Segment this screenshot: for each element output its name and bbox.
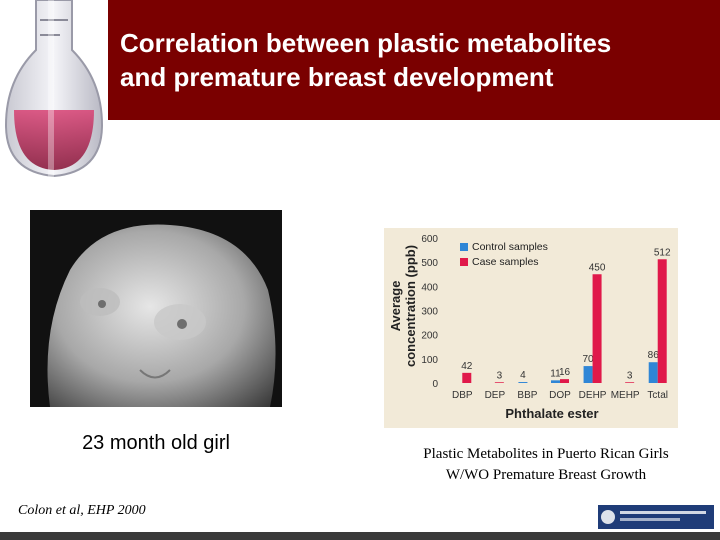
legend-swatch-case: [460, 258, 468, 266]
y-tick-label: 500: [421, 258, 438, 269]
data-label: 42: [461, 361, 473, 372]
y-tick-label: 600: [421, 234, 438, 245]
data-label: 512: [654, 247, 671, 258]
bar-control-dehp: [583, 366, 593, 383]
data-label: 16: [559, 367, 571, 378]
y-tick-label: 100: [421, 355, 438, 366]
x-ticks: DBP DEP BBP DOP DEHP MEHP Tctal: [452, 390, 668, 401]
x-axis-label: Phthalate ester: [505, 406, 598, 421]
x-tick-label: BBP: [517, 390, 537, 401]
data-label: 70: [583, 354, 595, 365]
data-label: 3: [627, 370, 633, 381]
y-axis-label-line-1: Average: [388, 281, 403, 332]
data-label: 11: [550, 368, 561, 379]
legend-label-case: Case samples: [472, 256, 539, 268]
x-tick-label: Tctal: [647, 390, 668, 401]
chart-caption: Plastic Metabolites in Puerto Rican Girl…: [384, 444, 708, 486]
slide-title: Correlation between plastic metabolites …: [120, 26, 710, 94]
bar-control-dop: [551, 380, 560, 383]
citation: Colon et al, EHP 2000: [18, 503, 146, 518]
header-band: [108, 0, 720, 120]
y-tick-label: 300: [421, 307, 438, 318]
chart-background: [384, 228, 678, 428]
data-label: 86: [648, 350, 660, 361]
phthalate-bar-chart: Average concentration (ppb) Phthalate es…: [384, 228, 678, 428]
slide-header: Correlation between plastic metabolites …: [0, 0, 720, 200]
flask-icon: [0, 0, 108, 200]
clinical-photo: [30, 210, 282, 407]
x-tick-label: MEHP: [611, 390, 640, 401]
y-tick-label: 200: [421, 331, 438, 342]
legend-swatch-control: [460, 243, 468, 251]
data-label: 450: [589, 262, 606, 273]
y-axis-label-line-2: concentration (ppb): [403, 245, 418, 367]
x-tick-label: DEHP: [579, 390, 607, 401]
y-ticks: 0 100 200 300 400 500 600: [421, 234, 438, 390]
footer-bar: [0, 532, 720, 540]
bar-control-bbp: [518, 382, 528, 383]
chart-legend: Control samples Case samples: [460, 241, 548, 268]
bar-case-total: [657, 259, 667, 383]
bar-case-dep: [494, 382, 504, 383]
data-label: 3: [497, 370, 503, 381]
y-tick-label: 400: [421, 282, 438, 293]
bar-case-dop: [560, 379, 569, 383]
legend-label-control: Control samples: [472, 241, 548, 253]
title-line-2: and premature breast development: [120, 62, 554, 92]
title-line-1: Correlation between plastic metabolites: [120, 28, 612, 58]
chart-caption-line-2: W/WO Premature Breast Growth: [445, 467, 647, 483]
data-label: 4: [520, 370, 526, 381]
x-tick-label: DEP: [485, 390, 506, 401]
photo-caption: 23 month old girl: [82, 432, 230, 454]
university-logo: [598, 505, 714, 529]
x-tick-label: DOP: [549, 390, 571, 401]
bar-case-dehp: [592, 274, 602, 383]
y-tick-label: 0: [432, 379, 438, 390]
bar-control-total: [648, 362, 658, 383]
bar-case-mehp: [625, 382, 635, 383]
x-tick-label: DBP: [452, 390, 473, 401]
bar-case-dbp: [462, 372, 472, 383]
chart-caption-line-1: Plastic Metabolites in Puerto Rican Girl…: [423, 446, 669, 462]
